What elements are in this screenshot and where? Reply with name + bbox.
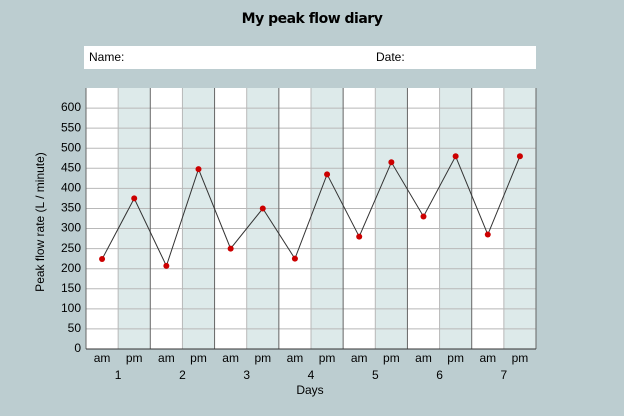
form-box (84, 46, 536, 69)
x-tick-label: pm (447, 351, 464, 365)
data-point (452, 153, 459, 160)
day-label: 2 (179, 368, 186, 382)
data-point (259, 205, 266, 212)
x-tick-label: pm (126, 351, 143, 365)
y-tick-label: 250 (61, 241, 81, 255)
day-label: 4 (308, 368, 315, 382)
data-point (420, 213, 427, 220)
x-tick-label: pm (190, 351, 207, 365)
y-axis-label: Peak flow rate (L / minute) (33, 152, 47, 292)
x-axis-label: Days (296, 383, 323, 397)
day-label: 5 (372, 368, 379, 382)
y-tick-label: 50 (68, 321, 82, 335)
data-point (356, 233, 363, 240)
data-point (388, 159, 395, 166)
data-point (163, 262, 170, 269)
shaded-column (439, 88, 472, 349)
shaded-column (118, 88, 151, 349)
x-tick-label: am (94, 351, 111, 365)
day-label: 1 (115, 368, 122, 382)
form-label: Date: (376, 50, 405, 64)
x-tick-label: pm (319, 351, 336, 365)
shaded-column (375, 88, 408, 349)
x-tick-label: am (351, 351, 368, 365)
y-tick-label: 350 (61, 201, 81, 215)
y-tick-label: 0 (74, 341, 81, 355)
y-tick-label: 600 (61, 100, 81, 114)
x-tick-label: pm (383, 351, 400, 365)
y-tick-label: 400 (61, 181, 81, 195)
data-point (99, 256, 106, 263)
x-tick-label: am (158, 351, 175, 365)
shaded-column (182, 88, 215, 349)
data-point (324, 171, 331, 178)
data-line (101, 155, 521, 268)
shaded-column (246, 88, 279, 349)
data-point (131, 195, 138, 202)
data-point (195, 166, 202, 173)
x-tick-label: am (222, 351, 239, 365)
y-tick-label: 450 (61, 160, 81, 174)
day-label: 3 (243, 368, 250, 382)
data-point (227, 245, 234, 252)
data-point (484, 231, 491, 238)
shaded-column (503, 88, 536, 349)
y-tick-label: 500 (61, 140, 81, 154)
shaded-column (311, 88, 344, 349)
day-label: 7 (501, 368, 508, 382)
form-label: Name: (89, 50, 124, 64)
y-tick-label: 550 (61, 120, 81, 134)
y-tick-label: 100 (61, 301, 81, 315)
x-tick-label: pm (512, 351, 529, 365)
day-label: 6 (436, 368, 443, 382)
x-tick-label: am (479, 351, 496, 365)
x-tick-label: am (415, 351, 432, 365)
y-tick-label: 200 (61, 261, 81, 275)
data-point (516, 153, 523, 160)
x-tick-label: pm (254, 351, 271, 365)
data-point (291, 255, 298, 262)
x-tick-label: am (287, 351, 304, 365)
y-tick-label: 150 (61, 281, 81, 295)
y-tick-label: 300 (61, 221, 81, 235)
chart-title: My peak flow diary (242, 11, 383, 27)
